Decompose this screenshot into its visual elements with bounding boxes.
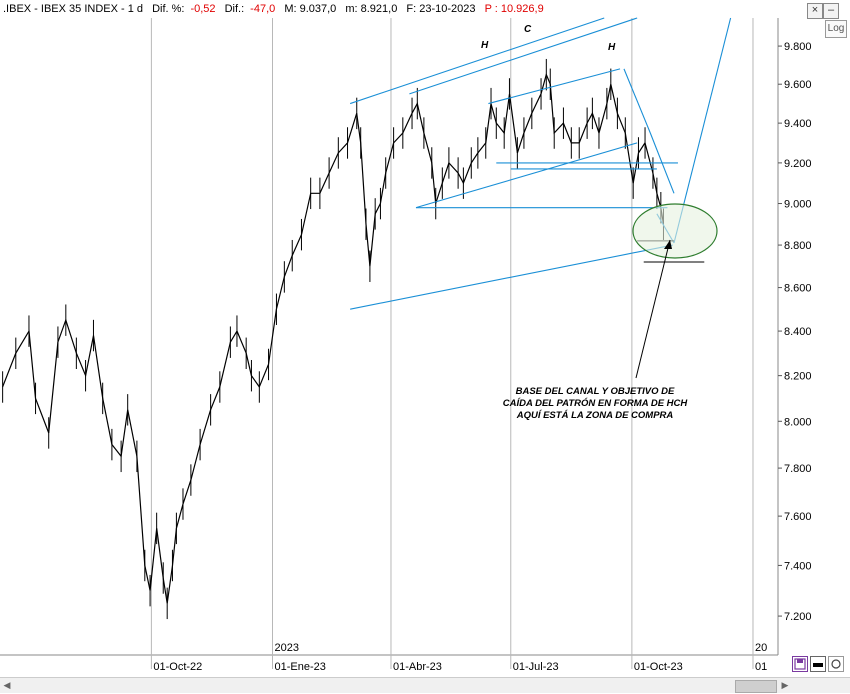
annotation-arrowhead bbox=[664, 240, 672, 249]
date-label: F: 23-10-2023 bbox=[406, 3, 476, 15]
x-tick-label: 01-Oct-22 bbox=[153, 661, 202, 673]
y-tick-label: 9.200 bbox=[784, 158, 812, 170]
y-tick-label: 8.000 bbox=[784, 416, 812, 428]
x-tick-label: 01-Oct-23 bbox=[634, 661, 683, 673]
trend-line bbox=[350, 244, 673, 310]
trend-line bbox=[649, 132, 675, 194]
plot-area bbox=[0, 18, 778, 654]
max-label: M: 9.037,0 bbox=[284, 3, 337, 15]
x-tick-label: 01-Jul-23 bbox=[513, 661, 559, 673]
year-label: 2023 bbox=[274, 642, 298, 654]
trend-line bbox=[409, 17, 638, 95]
y-tick-label: 8.600 bbox=[784, 283, 812, 295]
symbol-label: .IBEX - IBEX 35 INDEX - 1 d bbox=[3, 3, 143, 15]
y-tick-label: 9.600 bbox=[784, 79, 812, 91]
dif-value: -47,0 bbox=[250, 3, 276, 15]
dif-pct-label: Dif. %: bbox=[152, 3, 185, 15]
y-tick-label: 9.800 bbox=[784, 41, 812, 53]
scroll-right-icon[interactable]: ▶ bbox=[781, 680, 789, 690]
annotation-note-line1: BASE DEL CANAL Y OBJETIVO DE bbox=[516, 386, 675, 397]
y-tick-label: 8.400 bbox=[784, 326, 812, 338]
corner-panel bbox=[792, 677, 850, 693]
minimize-button[interactable]: – bbox=[823, 3, 839, 19]
bar-style-icon[interactable] bbox=[810, 656, 826, 672]
y-tick-label: 7.200 bbox=[784, 611, 812, 623]
y-tick-label: 8.200 bbox=[784, 371, 812, 383]
chart-header: .IBEX - IBEX 35 INDEX - 1 d Dif. %: -0,52… bbox=[0, 0, 783, 18]
x-tick-label: 01 bbox=[755, 661, 767, 673]
y-tick-label: 7.600 bbox=[784, 511, 812, 523]
annotation-h-left: H bbox=[481, 40, 489, 51]
dif-pct-value: -0,52 bbox=[190, 3, 216, 15]
year-label: 20 bbox=[755, 642, 767, 654]
annotation-arrow bbox=[635, 239, 671, 379]
scroll-thumb[interactable] bbox=[735, 680, 777, 693]
annotation-note-line2: CAÍDA DEL PATRÓN EN FORMA DE HCH bbox=[503, 397, 689, 409]
annotation-c: C bbox=[524, 24, 532, 35]
trend-line bbox=[349, 17, 605, 105]
y-tick-label: 7.800 bbox=[784, 463, 812, 475]
scroll-left-icon[interactable]: ◀ bbox=[3, 680, 11, 690]
dif-label: Dif.: bbox=[224, 3, 245, 15]
annotation-h-right: H bbox=[608, 42, 616, 53]
y-tick-label: 8.800 bbox=[784, 240, 812, 252]
y-tick-label: 7.400 bbox=[784, 560, 812, 572]
settings-icon[interactable] bbox=[828, 656, 844, 672]
buy-zone-ellipse bbox=[632, 203, 718, 259]
x-tick-label: 01-Abr-23 bbox=[393, 661, 442, 673]
save-icon[interactable] bbox=[792, 656, 808, 672]
p-label: P : 10.926,9 bbox=[484, 3, 544, 15]
x-tick-label: 01-Ene-23 bbox=[274, 661, 325, 673]
y-tick-label: 9.000 bbox=[784, 199, 812, 211]
close-button[interactable]: × bbox=[807, 3, 823, 19]
trend-line bbox=[415, 142, 638, 209]
y-tick-label: 9.400 bbox=[784, 118, 812, 130]
log-scale-button[interactable]: Log bbox=[825, 20, 847, 38]
min-label: m: 8.921,0 bbox=[345, 3, 398, 15]
trend-line bbox=[623, 68, 651, 134]
annotation-note-line3: AQUÍ ESTÁ LA ZONA DE COMPRA bbox=[516, 410, 674, 421]
trend-line bbox=[488, 68, 621, 105]
horizontal-scrollbar[interactable]: ◀ ▶ bbox=[0, 677, 792, 693]
